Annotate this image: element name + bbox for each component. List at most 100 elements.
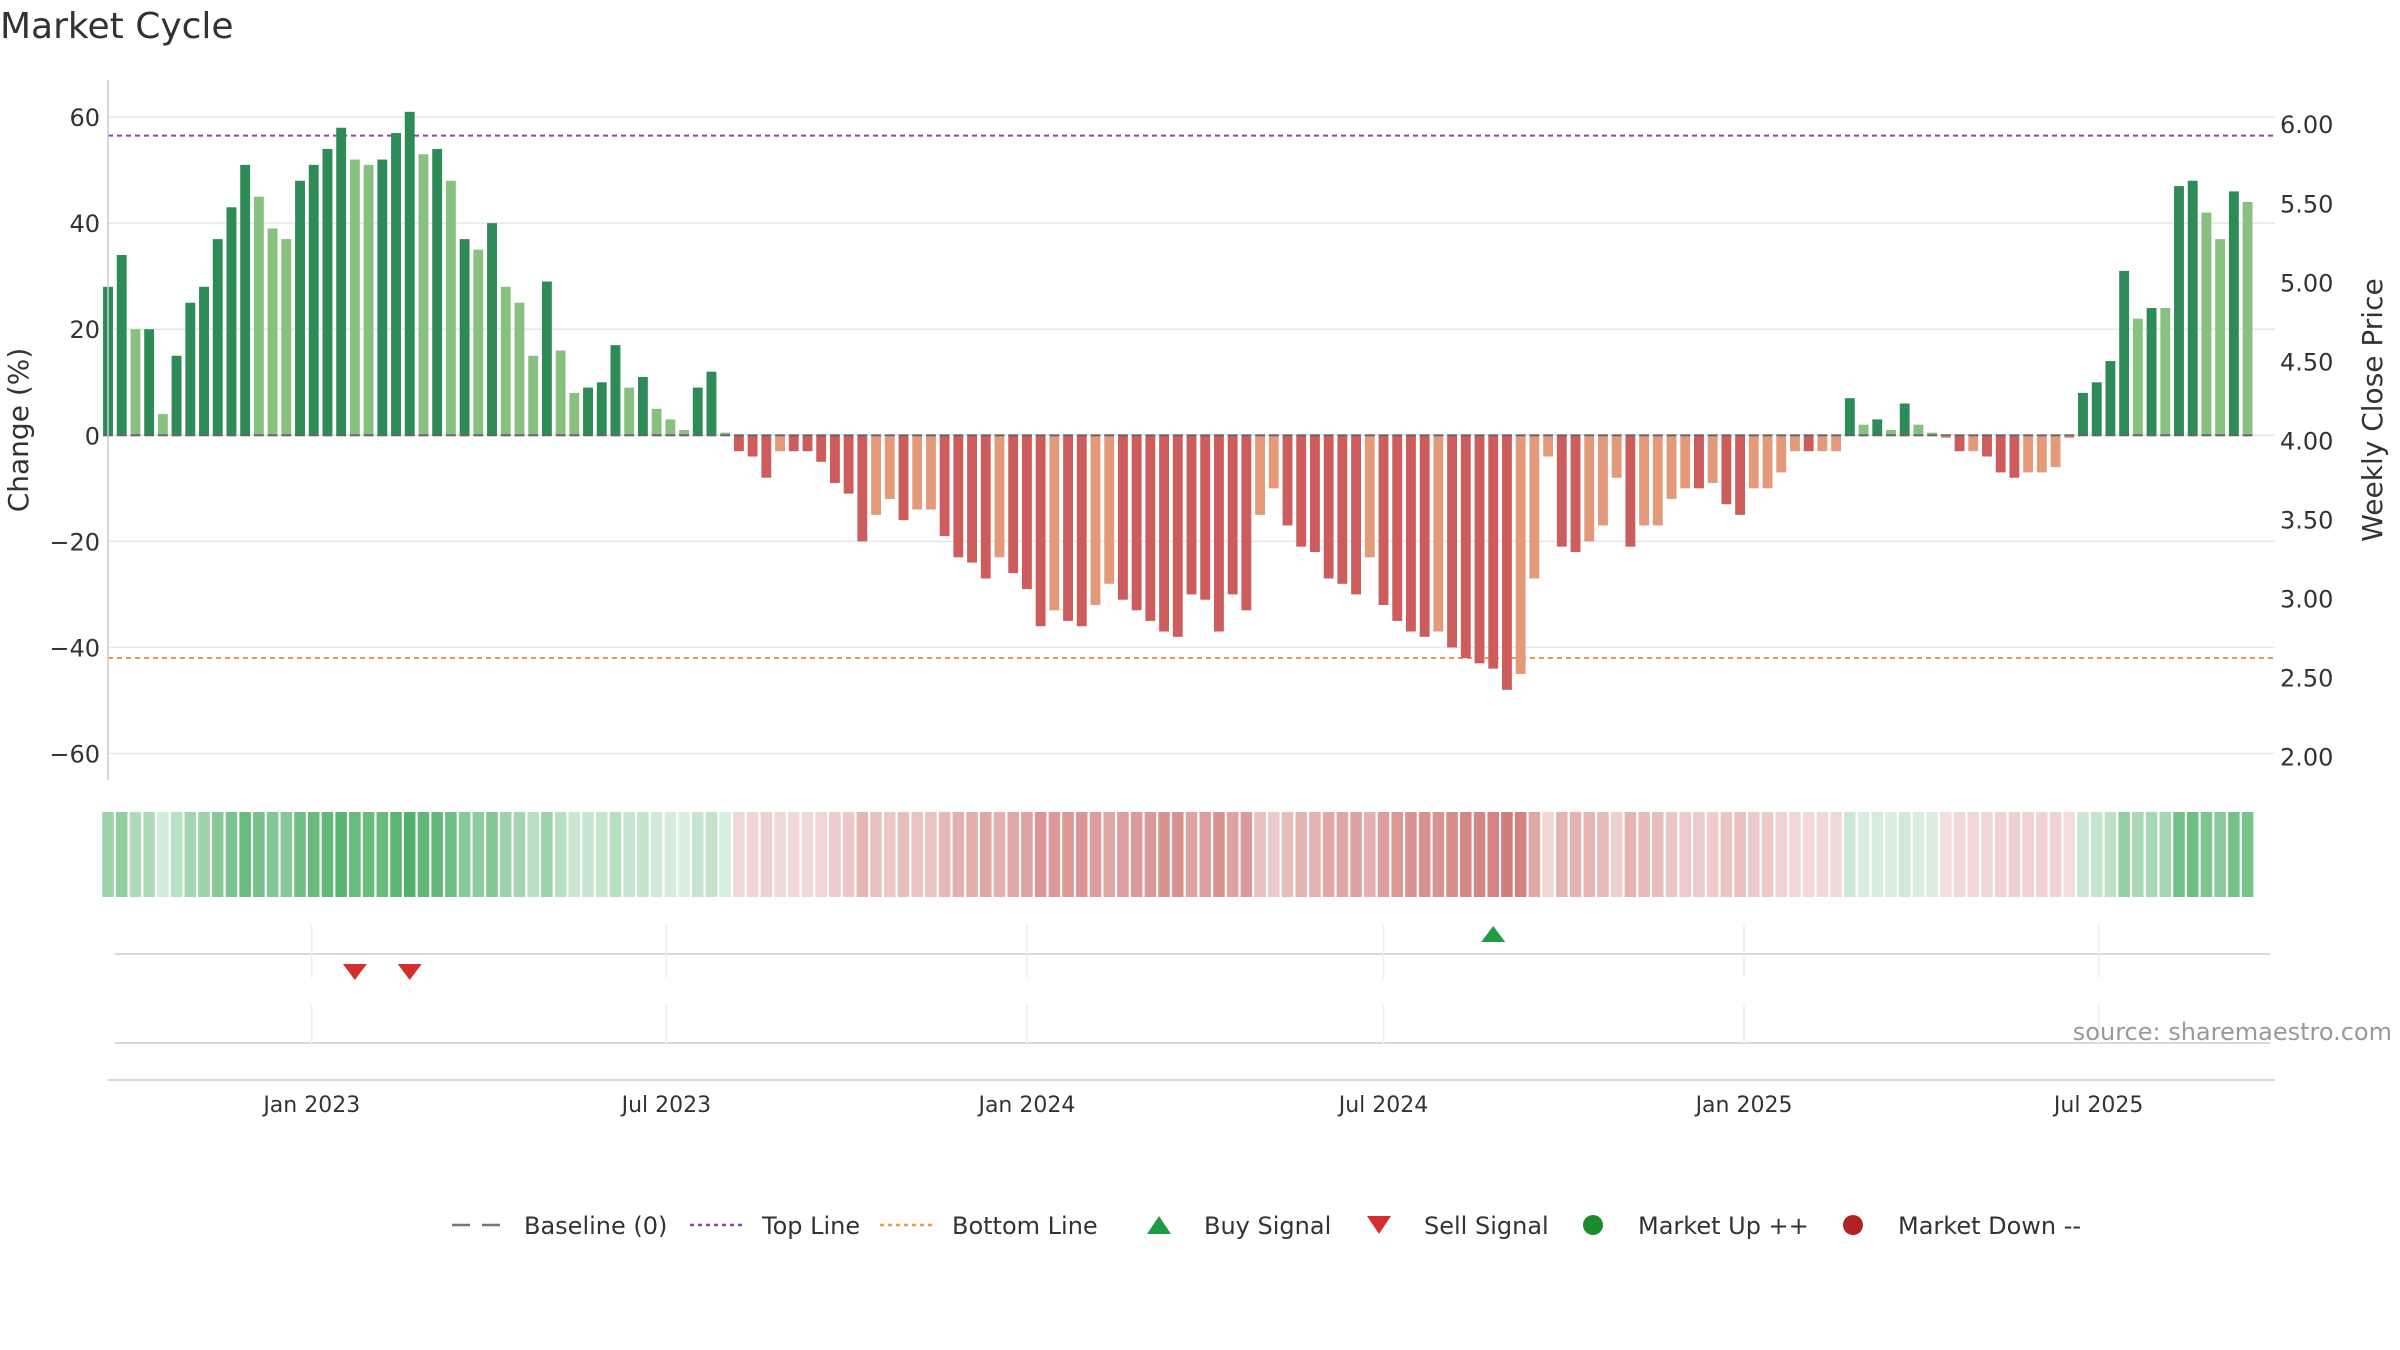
bar: [1927, 432, 1938, 436]
band-segment: [746, 812, 759, 897]
band-segment: [321, 812, 334, 897]
bar: [1049, 435, 1060, 611]
band-segment: [2186, 812, 2199, 897]
legend-swatch-circle: [1583, 1215, 1603, 1235]
band-segment: [1172, 812, 1184, 897]
band-segment: [2008, 812, 2021, 897]
bar: [1611, 435, 1622, 478]
bar: [610, 345, 621, 436]
band-segment: [1185, 812, 1198, 897]
band-segment: [239, 812, 251, 897]
band-segment: [1775, 812, 1788, 897]
band-segment: [856, 812, 869, 897]
band-segment: [1350, 812, 1362, 897]
bar: [363, 164, 374, 436]
band-segment: [102, 812, 114, 897]
band-segment: [390, 812, 402, 897]
band-segment: [1240, 812, 1253, 897]
bar: [775, 435, 785, 452]
bar: [1008, 435, 1019, 574]
bar: [349, 159, 360, 436]
legend-item: Sell Signal: [1367, 1212, 1549, 1240]
band-segment: [1377, 812, 1390, 897]
legend-label: Buy Signal: [1204, 1212, 1331, 1240]
y2-tick-label: 5.50: [2280, 190, 2333, 218]
band-segment: [2022, 812, 2034, 897]
band-segment: [1967, 812, 1980, 897]
band-segment: [1528, 812, 1541, 897]
band-segment: [966, 812, 978, 897]
band-segment: [925, 812, 937, 897]
band-segment: [1844, 812, 1856, 897]
band-segment: [499, 812, 512, 897]
bar: [500, 286, 511, 436]
bar: [747, 435, 758, 457]
y2-axis-title: Weekly Close Price: [2356, 278, 2389, 541]
band-segment: [115, 812, 128, 897]
band-segment: [1089, 812, 1102, 897]
band-segment: [952, 812, 965, 897]
legend-label: Sell Signal: [1424, 1212, 1549, 1240]
bar: [308, 164, 319, 436]
bar: [1570, 435, 1581, 552]
band-segment: [1473, 812, 1486, 897]
x-tick-label: Jul 2025: [2052, 1093, 2144, 1118]
y2-tick-label: 5.00: [2280, 269, 2333, 297]
band-segment: [1734, 812, 1746, 897]
band-segment: [1583, 812, 1596, 897]
bar: [541, 281, 552, 436]
band-segment: [1034, 812, 1047, 897]
source-label: source: sharemaestro.com: [2073, 1018, 2392, 1046]
band-segment: [1281, 812, 1294, 897]
band-segment: [1556, 812, 1568, 897]
bar: [267, 228, 278, 436]
bar: [1707, 435, 1718, 484]
bar: [1762, 435, 1773, 489]
bar: [2036, 435, 2047, 473]
band-segment: [637, 812, 649, 897]
bar: [528, 355, 539, 436]
band-segment: [1130, 812, 1143, 897]
bar: [459, 239, 470, 436]
bar: [1488, 435, 1499, 669]
x-tick-label: Jan 2024: [976, 1093, 1075, 1118]
band-segment: [1912, 812, 1925, 897]
bar: [679, 430, 689, 436]
band-segment: [705, 812, 718, 897]
band-segment: [307, 812, 320, 897]
bar: [1186, 435, 1197, 595]
band-segment: [1981, 812, 1993, 897]
bar: [445, 180, 456, 436]
bar: [692, 387, 703, 436]
legend-swatch-triangle-up: [1147, 1216, 1171, 1234]
bar: [2228, 191, 2239, 436]
bar: [404, 111, 415, 436]
band-segment: [568, 812, 581, 897]
bar: [1982, 435, 1992, 457]
bar: [624, 387, 635, 436]
sell-signal-marker: [397, 964, 422, 980]
band-segment: [1364, 812, 1376, 897]
bar: [1200, 435, 1211, 600]
band-segment: [733, 812, 745, 897]
bar: [1803, 435, 1814, 452]
bar: [1296, 435, 1307, 547]
bar: [2050, 435, 2061, 468]
y-axis-title: Change (%): [2, 348, 35, 513]
bar: [322, 148, 333, 436]
bar: [2078, 392, 2088, 436]
bar: [1213, 435, 1224, 632]
band-segment: [1309, 812, 1321, 897]
band-segment: [1076, 812, 1088, 897]
band-segment: [2049, 812, 2062, 897]
bar: [1460, 435, 1471, 659]
band-segment: [829, 812, 841, 897]
band-segment: [225, 812, 238, 897]
y-tick-label: 20: [69, 316, 100, 344]
x-tick-label: Jul 2024: [1337, 1093, 1429, 1118]
band-segment: [691, 812, 704, 897]
bar: [1858, 424, 1869, 436]
bar: [1735, 435, 1746, 515]
bar: [1076, 435, 1087, 627]
band-segment: [513, 812, 526, 897]
